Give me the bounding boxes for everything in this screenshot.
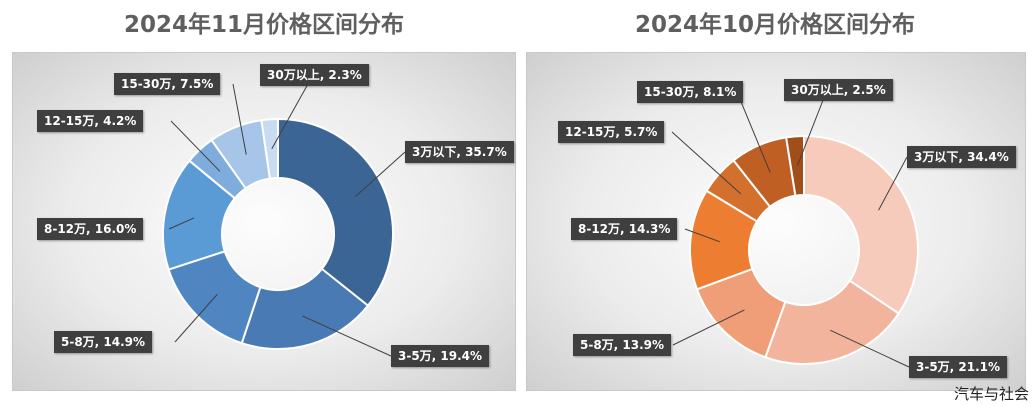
leader-line-15-30万 — [232, 83, 247, 155]
leader-line-12-15万 — [671, 131, 742, 195]
leader-line-3万以下 — [354, 151, 406, 198]
donut-slice-3万以下 — [277, 117, 394, 308]
leader-line-15-30万 — [736, 91, 771, 173]
data-label-15-30万: 15-30万, 7.5% — [114, 73, 221, 95]
data-label-3-5万: 3-5万, 19.4% — [391, 345, 490, 367]
data-label-12-15万: 12-15万, 4.2% — [37, 110, 144, 132]
data-label-5-8万: 5-8万, 14.9% — [54, 331, 153, 353]
data-label-3-5万: 3-5万, 21.1% — [909, 356, 1008, 378]
leader-line-30万以上 — [796, 89, 828, 166]
leader-line-3-5万 — [830, 329, 910, 368]
leader-line-30万以上 — [271, 74, 314, 149]
donut-chart-november: 3万以下, 35.7% 3-5万, 19.4% 5-8万, 14.9% 8-12万, … — [12, 52, 516, 391]
data-label-15-30万: 15-30万, 8.1% — [637, 81, 744, 103]
leader-line-12-15万 — [170, 120, 221, 172]
leader-line-8-12万 — [684, 228, 721, 243]
data-label-30万以上: 30万以上, 2.5% — [784, 79, 893, 101]
chart-title-october: 2024年10月价格区间分布 — [634, 12, 916, 38]
source-watermark: 汽车与社会 — [953, 385, 1029, 403]
leader-line-8-12万 — [168, 217, 195, 230]
data-label-30万以上: 30万以上, 2.3% — [260, 64, 369, 86]
leader-line-5-8万 — [174, 293, 218, 343]
donut-slice-3万以下 — [803, 134, 919, 315]
data-label-3万以下: 3万以下, 35.7% — [405, 141, 514, 163]
donut-slice-30万以上 — [260, 117, 279, 180]
donut-slice-3-5万 — [240, 267, 370, 350]
leader-line-3-5万 — [302, 315, 392, 357]
donut-chart-october: 3万以下, 34.4% 3-5万, 21.1% 5-8万, 13.9% 8-12万, … — [526, 52, 1026, 391]
data-label-8-12万: 8-12万, 16.0% — [37, 218, 144, 240]
data-label-5-8万: 5-8万, 13.9% — [573, 334, 672, 356]
leader-line-5-8万 — [672, 309, 745, 346]
data-label-8-12万: 8-12万, 14.3% — [571, 218, 678, 240]
leader-line-3万以下 — [878, 156, 908, 211]
donut-slice-3-5万 — [764, 279, 901, 365]
donut-svg-october — [671, 89, 919, 368]
donut-svg-november — [162, 74, 406, 357]
chart-title-november: 2024年11月价格区间分布 — [123, 12, 405, 38]
data-label-12-15万: 12-15万, 5.7% — [558, 121, 665, 143]
donut-slice-30万以上 — [785, 134, 805, 197]
data-label-3万以下: 3万以下, 34.4% — [907, 146, 1016, 168]
